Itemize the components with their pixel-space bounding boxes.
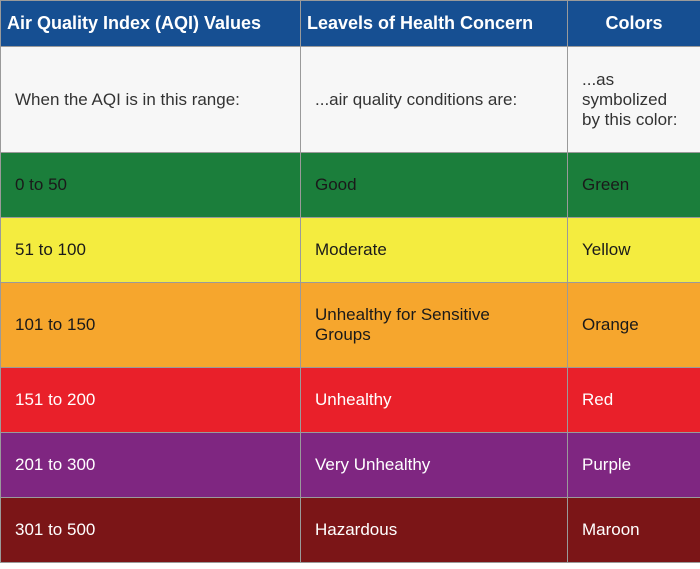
table-row: 151 to 200 Unhealthy Red xyxy=(0,367,700,433)
subheader-row: When the AQI is in this range: ...air qu… xyxy=(0,46,700,153)
range-cell: 101 to 150 xyxy=(0,282,301,368)
level-cell: Unhealthy for Sensitive Groups xyxy=(300,282,568,368)
color-cell: Red xyxy=(567,367,700,433)
header-health-concern: Leavels of Health Concern xyxy=(300,0,568,47)
subheader-range: When the AQI is in this range: xyxy=(0,46,301,153)
level-cell: Unhealthy xyxy=(300,367,568,433)
level-cell: Moderate xyxy=(300,217,568,283)
level-cell: Hazardous xyxy=(300,497,568,563)
table-row: 301 to 500 Hazardous Maroon xyxy=(0,497,700,563)
header-aqi-values: Air Quality Index (AQI) Values xyxy=(0,0,301,47)
table-row: 51 to 100 Moderate Yellow xyxy=(0,217,700,283)
table-row: 201 to 300 Very Unhealthy Purple xyxy=(0,432,700,498)
table-row: 101 to 150 Unhealthy for Sensitive Groups… xyxy=(0,282,700,368)
range-cell: 151 to 200 xyxy=(0,367,301,433)
color-cell: Orange xyxy=(567,282,700,368)
range-cell: 51 to 100 xyxy=(0,217,301,283)
color-cell: Green xyxy=(567,152,700,218)
subheader-conditions: ...air quality conditions are: xyxy=(300,46,568,153)
level-cell: Good xyxy=(300,152,568,218)
subheader-color: ...as symbolized by this color: xyxy=(567,46,700,153)
header-row: Air Quality Index (AQI) Values Leavels o… xyxy=(0,0,700,47)
color-cell: Purple xyxy=(567,432,700,498)
header-colors: Colors xyxy=(567,0,700,47)
range-cell: 0 to 50 xyxy=(0,152,301,218)
level-cell: Very Unhealthy xyxy=(300,432,568,498)
range-cell: 201 to 300 xyxy=(0,432,301,498)
color-cell: Yellow xyxy=(567,217,700,283)
table-row: 0 to 50 Good Green xyxy=(0,152,700,218)
range-cell: 301 to 500 xyxy=(0,497,301,563)
color-cell: Maroon xyxy=(567,497,700,563)
